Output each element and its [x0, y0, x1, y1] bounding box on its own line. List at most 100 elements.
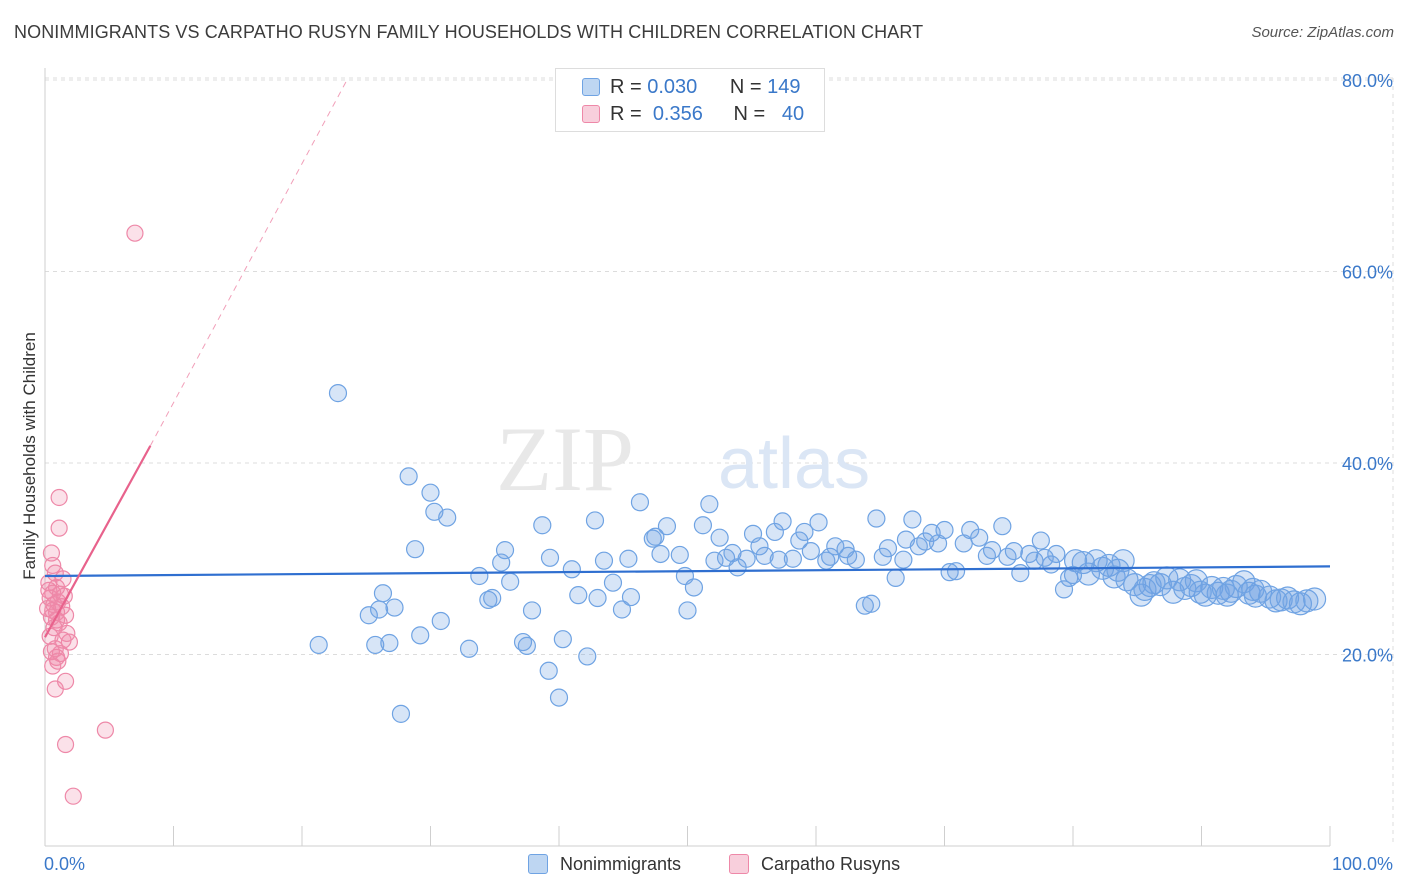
nonimmigrants-trend-line	[44, 565, 1331, 578]
nonimmigrants-point	[809, 513, 828, 532]
nonimmigrants-point	[1148, 573, 1172, 597]
legend-swatch-pink	[582, 105, 600, 123]
nonimmigrants-point	[643, 529, 662, 548]
nonimmigrants-point	[501, 572, 520, 591]
nonimmigrants-point	[569, 586, 588, 605]
nonimmigrants-point	[553, 630, 572, 649]
tick-labels: 20.0% 40.0% 60.0% 80.0% 0.0% 100.0%	[44, 71, 1393, 874]
nonimmigrants-point	[630, 493, 650, 512]
nonimmigrants-point	[1302, 587, 1327, 611]
carpatho-rusyns-point	[49, 652, 67, 670]
nonimmigrants-point	[769, 550, 788, 569]
legend-n-value: 149	[767, 75, 801, 98]
nonimmigrants-point	[651, 544, 670, 564]
nonimmigrants-point	[603, 573, 623, 592]
nonimmigrants-point	[539, 661, 558, 680]
nonimmigrants-point	[795, 522, 814, 542]
legend-n-value: 40	[781, 102, 805, 125]
nonimmigrants-point	[470, 566, 489, 586]
nonimmigrants-point	[1054, 580, 1074, 599]
chart-title: NONIMMIGRANTS VS CARPATHO RUSYN FAMILY H…	[14, 22, 924, 42]
carpatho-rusyns-point	[42, 544, 61, 562]
nonimmigrants-point	[755, 546, 774, 565]
y-tick-label: 20.0%	[1342, 646, 1393, 666]
y-tick-label: 80.0%	[1342, 71, 1393, 91]
nonimmigrants-point	[366, 635, 385, 655]
nonimmigrants-point	[421, 483, 440, 502]
nonimmigrants-point	[946, 562, 966, 581]
nonimmigrants-point	[370, 600, 389, 619]
nonimmigrants-point	[585, 511, 605, 530]
nonimmigrants-point	[438, 508, 457, 527]
nonimmigrants-point	[710, 528, 729, 547]
legend-n-label: N =	[729, 75, 762, 98]
nonimmigrants-point	[773, 512, 792, 531]
nonimmigrants-point	[657, 517, 677, 536]
legend-r-label: R =	[610, 75, 642, 98]
carpatho-rusyns-point	[50, 519, 68, 537]
carpatho-rusyns-trend-extension	[149, 79, 348, 447]
nonimmigrants-point	[903, 510, 922, 529]
gridlines	[45, 77, 1394, 846]
nonimmigrants-point	[993, 517, 1012, 536]
nonimmigrants-point	[399, 467, 418, 486]
nonimmigrants-point	[588, 588, 607, 608]
nonimmigrants-point	[1084, 549, 1108, 573]
nonimmigrants-point	[1011, 564, 1030, 583]
nonimmigrants-point	[693, 516, 713, 535]
carpatho-rusyns-trend-line	[44, 445, 152, 638]
nonimmigrants-point	[970, 528, 989, 547]
nonimmigrants-point	[821, 547, 840, 566]
nonimmigrants-point	[826, 537, 845, 556]
nonimmigrants-point	[373, 584, 393, 603]
nonimmigrants-point	[700, 495, 719, 514]
carpatho-rusyns-point	[60, 633, 79, 651]
nonimmigrants-point	[1031, 531, 1050, 550]
x-tick-label: 100.0%	[1332, 854, 1393, 874]
carpatho-rusyns-point	[46, 680, 64, 698]
carpatho-rusyns-point	[44, 657, 62, 675]
carpatho-rusyns-point	[96, 721, 114, 739]
source-label: Source: ZipAtlas.com	[1251, 24, 1394, 41]
nonimmigrants-point	[1275, 586, 1300, 610]
nonimmigrants-point	[562, 560, 581, 579]
nonimmigrants-point	[411, 626, 430, 645]
bottom-legend-swatch-pink	[729, 854, 749, 874]
nonimmigrants-point	[1106, 558, 1130, 582]
nonimmigrants-point	[790, 531, 809, 550]
nonimmigrants-point	[846, 550, 865, 569]
y-tick-label: 60.0%	[1342, 263, 1393, 283]
nonimmigrants-point	[431, 611, 450, 631]
nonimmigrants-point	[982, 541, 1002, 560]
nonimmigrants-point	[540, 548, 560, 567]
legend-r-value: 0.030	[647, 75, 698, 98]
nonimmigrants-point	[1288, 592, 1313, 616]
nonimmigrants-point	[309, 635, 328, 655]
nonimmigrants-point	[1215, 583, 1239, 607]
carpatho-rusyns-points	[38, 224, 144, 805]
axes	[44, 68, 1331, 847]
nonimmigrants-point	[517, 636, 536, 655]
legend-r-label: R =	[610, 102, 642, 125]
nonimmigrants-point	[935, 520, 954, 540]
trend-lines	[44, 79, 1331, 638]
nonimmigrants-point	[1173, 576, 1197, 601]
watermark-atlas: atlas	[718, 424, 870, 504]
nonimmigrants-point	[940, 563, 959, 582]
nonimmigrants-point	[1063, 565, 1083, 585]
nonimmigrants-point	[594, 551, 614, 570]
nonimmigrants-point	[1138, 573, 1162, 598]
watermark: ZIP atlas	[496, 408, 870, 510]
nonimmigrants-point	[533, 516, 552, 535]
nonimmigrants-point	[977, 546, 997, 565]
nonimmigrants-point	[391, 704, 411, 723]
nonimmigrants-point	[522, 601, 542, 620]
x-tick-label: 0.0%	[44, 854, 85, 874]
bottom-legend-nonimmigrants: Nonimmigrants	[528, 852, 681, 876]
nonimmigrants-point	[578, 647, 597, 666]
nonimmigrants-point	[801, 541, 820, 561]
nonimmigrants-point	[1295, 589, 1319, 613]
nonimmigrants-point	[621, 587, 641, 607]
carpatho-rusyns-point	[50, 488, 68, 507]
